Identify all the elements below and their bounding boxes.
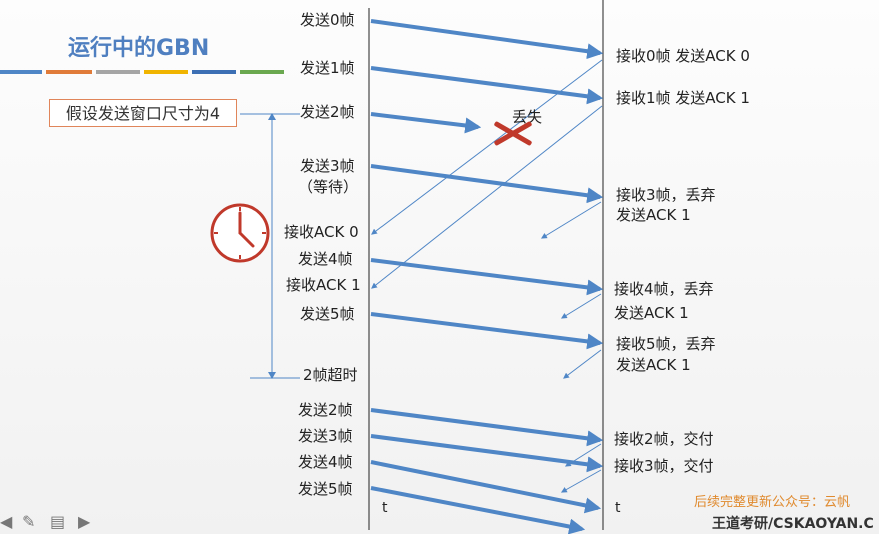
sender-label-resend-5: 发送5帧 xyxy=(298,480,353,498)
ack-1-after-4-arrow xyxy=(560,293,602,319)
resend-4-arrow xyxy=(370,460,602,514)
receiver-time-label: t xyxy=(615,500,621,516)
title-underline-orange xyxy=(46,70,92,74)
receiver-label-recv3-ack: 发送ACK 1 xyxy=(616,206,691,224)
sender-label-recv-ack1: 接收ACK 1 xyxy=(286,276,361,294)
sender-label-send-4: 发送4帧 xyxy=(298,250,353,268)
sender-label-resend-3: 发送3帧 xyxy=(298,427,353,445)
title-underline-green xyxy=(240,70,284,74)
sender-label-send-5: 发送5帧 xyxy=(300,305,355,323)
sender-label-timeout: 2帧超时 xyxy=(303,366,358,384)
receiver-label-recv3b: 接收3帧，交付 xyxy=(614,457,714,475)
title-underline-gray xyxy=(96,70,140,74)
footer-note: 后续完整更新公众号：云帆 xyxy=(694,495,851,510)
title-underline-blue xyxy=(0,70,42,74)
sender-label-recv-ack0: 接收ACK 0 xyxy=(284,223,359,241)
pen-icon[interactable]: ✎ xyxy=(22,512,36,531)
slides-icon[interactable]: ▤ xyxy=(50,512,66,531)
lost-cross-icon xyxy=(492,118,534,148)
timeout-bracket-arrow-up xyxy=(268,113,276,120)
footer-brand: 王道考研/CSKAOYAN.C xyxy=(712,516,874,532)
sender-label-resend-2: 发送2帧 xyxy=(298,401,353,419)
sender-label-send-0: 发送0帧 xyxy=(300,11,355,29)
receiver-label-recv4: 接收4帧，丢弃 xyxy=(614,280,714,298)
frame-1-arrow xyxy=(370,66,604,105)
frame-5-arrow xyxy=(370,312,604,350)
window-size-note: 假设发送窗口尺寸为4 xyxy=(49,99,237,127)
frame-4-arrow xyxy=(370,258,604,296)
receiver-label-recv5: 接收5帧，丢弃 xyxy=(616,335,716,353)
sender-label-send-1: 发送1帧 xyxy=(300,59,355,77)
title-underline-yellow xyxy=(144,70,188,74)
frame-3-arrow xyxy=(370,164,604,204)
back-arrow-icon[interactable]: ◀ xyxy=(0,512,13,531)
ack-0-arrow xyxy=(371,59,603,235)
clock-icon xyxy=(210,203,270,263)
receiver-label-recv0: 接收0帧 发送ACK 0 xyxy=(616,47,750,65)
ack-3-arrow xyxy=(560,469,602,493)
sender-time-label: t xyxy=(382,500,388,516)
ack-2-arrow xyxy=(564,443,602,467)
sender-label-resend-4: 发送4帧 xyxy=(298,453,353,471)
frame-0-arrow xyxy=(370,19,604,60)
resend-5-arrow xyxy=(370,486,586,534)
slide-title: 运行中的GBN xyxy=(68,36,210,61)
frame-2-lost-arrow xyxy=(370,112,482,134)
ack-1-arrow xyxy=(371,105,603,289)
sender-label-send-2: 发送2帧 xyxy=(300,103,355,121)
forward-arrow-icon[interactable]: ▶ xyxy=(78,512,91,531)
ack-1-after-3-arrow xyxy=(540,201,602,239)
resend-2-arrow xyxy=(370,408,604,447)
sender-label-send-3: 发送3帧 xyxy=(300,157,355,175)
receiver-label-recv1: 接收1帧 发送ACK 1 xyxy=(616,89,750,107)
receiver-label-recv4-ack: 发送ACK 1 xyxy=(614,304,689,322)
receiver-label-recv5-ack: 发送ACK 1 xyxy=(616,356,691,374)
sender-label-wait: （等待） xyxy=(298,178,359,196)
receiver-label-recv3: 接收3帧，丢弃 xyxy=(616,186,716,204)
receiver-label-recv2b: 接收2帧，交付 xyxy=(614,430,714,448)
resend-3-arrow xyxy=(370,434,604,473)
title-underline-darkblue xyxy=(192,70,236,74)
ack-1-after-5-arrow xyxy=(563,349,602,379)
timeout-bracket-arrow-down xyxy=(268,372,276,379)
